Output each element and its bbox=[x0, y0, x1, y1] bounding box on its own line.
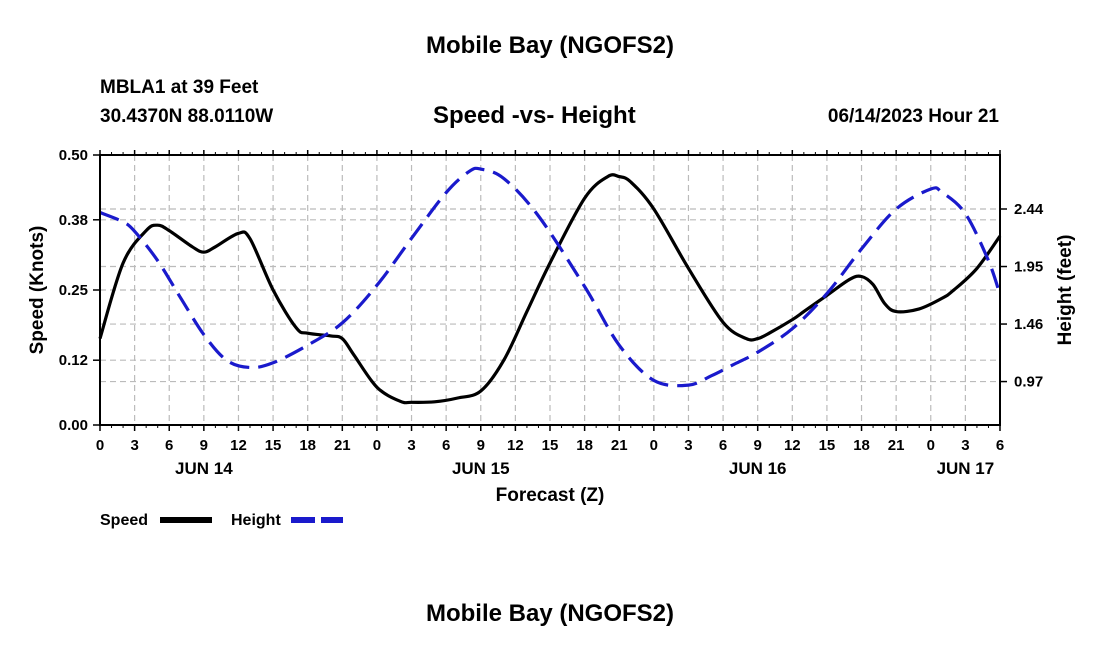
x-tick-label: 3 bbox=[407, 437, 415, 454]
station-name: MBLA1 at 39 Feet bbox=[100, 77, 259, 98]
series-layer bbox=[98, 166, 1002, 405]
axis-labels: 0 3 6 9 12 15 18 21 0 3 6 9 12 15 18 21 0 3 6 9 12 15 18 21 0 3 6J… bbox=[27, 147, 1076, 506]
x-tick-label: 6 bbox=[442, 437, 450, 454]
x-day-label: JUN 15 bbox=[452, 459, 510, 478]
x-tick-label: 0 bbox=[96, 437, 104, 454]
x-tick-label: 15 bbox=[542, 437, 559, 454]
x-tick-label: 15 bbox=[819, 437, 836, 454]
grid bbox=[100, 155, 1000, 425]
x-tick-label: 0 bbox=[927, 437, 935, 454]
footer-title: Mobile Bay (NGOFS2) bbox=[425, 600, 675, 627]
x-tick-label: 12 bbox=[507, 437, 524, 454]
y2-tick-label: 1.95 bbox=[1014, 259, 1043, 276]
series-height-line bbox=[99, 166, 1002, 388]
x-tick-label: 6 bbox=[165, 437, 173, 454]
x-tick-label: 18 bbox=[853, 437, 870, 454]
x-tick-label: 15 bbox=[265, 437, 282, 454]
x-tick-label: 18 bbox=[576, 437, 593, 454]
x-tick-label: 21 bbox=[611, 437, 628, 454]
x-tick-label: 12 bbox=[784, 437, 801, 454]
legend-speed-label: Speed bbox=[100, 512, 148, 529]
main-title: Mobile Bay (NGOFS2) bbox=[425, 32, 675, 59]
x-tick-label: 3 bbox=[684, 437, 692, 454]
y-tick-label: 0.38 bbox=[59, 212, 88, 229]
y-tick-label: 0.00 bbox=[59, 417, 88, 434]
axes bbox=[93, 150, 1007, 431]
x-tick-label: 0 bbox=[650, 437, 658, 454]
x-tick-label: 18 bbox=[299, 437, 316, 454]
y-tick-label: 0.50 bbox=[59, 147, 88, 164]
chart-title: Speed -vs- Height bbox=[433, 102, 636, 129]
x-tick-label: 21 bbox=[888, 437, 905, 454]
y2-axis-title: Height (feet) bbox=[1055, 235, 1076, 346]
x-tick-label: 6 bbox=[996, 437, 1004, 454]
x-tick-label: 6 bbox=[719, 437, 727, 454]
x-tick-label: 0 bbox=[373, 437, 381, 454]
y2-tick-label: 2.44 bbox=[1014, 201, 1044, 218]
x-day-label: JUN 14 bbox=[175, 459, 233, 478]
y2-tick-label: 1.46 bbox=[1014, 316, 1043, 333]
series-speed-line bbox=[98, 173, 1002, 405]
y-axis-title: Speed (Knots) bbox=[27, 226, 48, 355]
y-tick-label: 0.25 bbox=[59, 282, 88, 299]
x-tick-label: 9 bbox=[477, 437, 485, 454]
x-tick-label: 9 bbox=[754, 437, 762, 454]
x-day-label: JUN 16 bbox=[729, 459, 787, 478]
legend-height-label: Height bbox=[231, 512, 281, 529]
station-coordinates: 30.4370N 88.0110W bbox=[100, 106, 274, 127]
legend: Speed Height bbox=[100, 512, 343, 529]
x-tick-label: 21 bbox=[334, 437, 351, 454]
x-axis-title: Forecast (Z) bbox=[496, 485, 605, 506]
forecast-timestamp: 06/14/2023 Hour 21 bbox=[827, 106, 999, 127]
y-tick-label: 0.12 bbox=[59, 352, 88, 369]
x-tick-label: 3 bbox=[961, 437, 969, 454]
x-tick-label: 3 bbox=[130, 437, 138, 454]
x-tick-label: 9 bbox=[200, 437, 208, 454]
x-tick-label: 12 bbox=[230, 437, 247, 454]
y2-tick-label: 0.97 bbox=[1014, 374, 1043, 391]
x-day-label: JUN 17 bbox=[937, 459, 995, 478]
